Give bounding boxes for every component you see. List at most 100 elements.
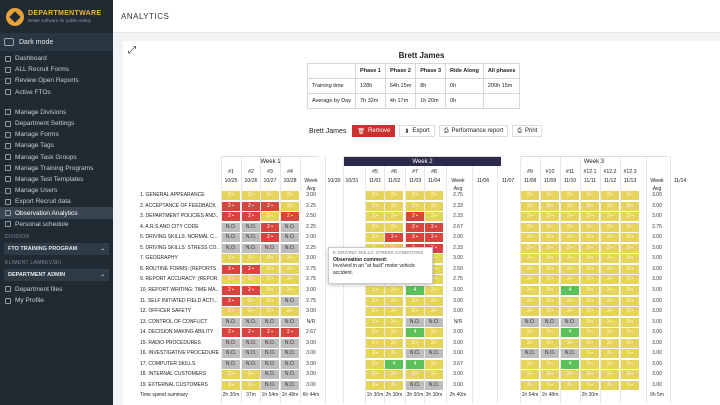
observation-cell[interactable]: N.O.	[281, 296, 299, 306]
observation-cell[interactable]: 3 ▪	[385, 317, 403, 327]
observation-cell[interactable]: 3 ▪	[281, 285, 299, 295]
observation-cell[interactable]: 4	[561, 328, 579, 338]
observation-cell[interactable]: 3 ▪	[521, 307, 539, 317]
observation-cell[interactable]: 3 ▪	[621, 201, 639, 211]
observation-cell[interactable]: 3 ▪	[561, 307, 579, 317]
observation-cell[interactable]: 3 ▪	[385, 370, 403, 380]
observation-cell[interactable]: 3 ▪	[581, 233, 599, 243]
sidebar-item-review-open-reports[interactable]: Review Open Reports	[0, 75, 113, 86]
observation-cell[interactable]: 3 ▪	[601, 275, 619, 285]
observation-cell[interactable]: 3 ▪	[521, 264, 539, 274]
observation-cell[interactable]: 3 ▪	[425, 296, 443, 306]
observation-cell[interactable]: 3 ▪	[581, 285, 599, 295]
observation-cell[interactable]: 3 ▪	[425, 201, 443, 211]
observation-cell[interactable]: 4	[406, 328, 424, 338]
sidebar-item-manage-task-groups[interactable]: Manage Task Groups	[0, 152, 113, 163]
division-select[interactable]: FTO TRAINING PROGRAM ⌄	[4, 242, 109, 255]
observation-cell[interactable]: 3 ▪	[366, 307, 384, 317]
observation-cell[interactable]: 3 ▪	[425, 359, 443, 369]
observation-cell[interactable]: 3 ▪	[581, 264, 599, 274]
observation-cell[interactable]: 3 ▪	[601, 201, 619, 211]
observation-cell[interactable]: 3 ▪	[601, 370, 619, 380]
observation-cell[interactable]: 3 ▪	[521, 296, 539, 306]
observation-cell[interactable]: 3 ▪	[261, 285, 279, 295]
observation-cell[interactable]: 3 ▪	[366, 285, 384, 295]
observation-cell[interactable]: 3 ▪	[366, 370, 384, 380]
observation-cell[interactable]: 3 ▪	[521, 212, 539, 222]
observation-cell[interactable]: 3 ▪	[222, 380, 240, 390]
observation-cell[interactable]: 3 ▪	[581, 328, 599, 338]
observation-cell[interactable]: 3 ▪	[425, 328, 443, 338]
observation-cell[interactable]: 4	[561, 359, 579, 369]
observation-cell[interactable]: 3 ▪	[385, 201, 403, 211]
observation-cell[interactable]: N.O.	[261, 349, 279, 359]
observation-cell[interactable]: 3 ▪	[242, 370, 260, 380]
observation-cell[interactable]: 2 ▪	[242, 212, 260, 222]
observation-cell[interactable]: 3 ▪	[541, 201, 559, 211]
observation-cell[interactable]: 3 ▪	[385, 222, 403, 232]
observation-cell[interactable]: 3 ▪	[261, 296, 279, 306]
expand-icon[interactable]: ⤢	[128, 45, 136, 56]
observation-cell[interactable]: 3 ▪	[385, 380, 403, 390]
observation-cell[interactable]: 3 ▪	[521, 328, 539, 338]
export-button[interactable]: ⬇ Export	[399, 125, 435, 137]
observation-cell[interactable]: 3 ▪	[601, 296, 619, 306]
observation-cell[interactable]: N.O.	[281, 370, 299, 380]
sidebar-item-all-recruit-forms[interactable]: ALL Recruit Forms	[0, 64, 113, 75]
sidebar-item-observation-analytics[interactable]: Observation Analytics	[0, 207, 113, 219]
observation-cell[interactable]: 3 ▪	[601, 264, 619, 274]
observation-cell[interactable]: 3 ▪	[425, 191, 443, 200]
observation-cell[interactable]: N.O.	[521, 317, 539, 327]
observation-cell[interactable]: N.O.	[261, 338, 279, 348]
observation-cell[interactable]: 3 ▪	[561, 370, 579, 380]
observation-cell[interactable]: N.O.	[406, 380, 424, 390]
observation-cell[interactable]: 3 ▪	[621, 338, 639, 348]
observation-cell[interactable]: 3 ▪	[425, 275, 443, 285]
observation-cell[interactable]: 3 ▪	[406, 338, 424, 348]
week-header[interactable]: Week 2	[344, 156, 501, 166]
observation-cell[interactable]: 3 ▪	[521, 233, 539, 243]
observation-cell[interactable]: 3 ▪	[541, 264, 559, 274]
observation-cell[interactable]: 3 ▪	[366, 212, 384, 222]
sidebar-item-manage-users[interactable]: Manage Users	[0, 185, 113, 196]
observation-cell[interactable]: N.O.	[261, 370, 279, 380]
observation-cell[interactable]: 3 ▪	[621, 243, 639, 253]
observation-cell[interactable]: 2 ▪	[261, 201, 279, 211]
observation-cell[interactable]: 3 ▪	[521, 201, 539, 211]
observation-cell[interactable]: 3 ▪	[621, 264, 639, 274]
observation-cell[interactable]: N.O.	[242, 233, 260, 243]
observation-cell[interactable]: 3 ▪	[406, 296, 424, 306]
observation-cell[interactable]: N.O.	[425, 349, 443, 359]
observation-cell[interactable]: 3 ▪	[601, 191, 619, 200]
observation-cell[interactable]: 3 ▪	[621, 349, 639, 359]
observation-cell[interactable]: N.O.	[222, 338, 240, 348]
observation-cell[interactable]: 2 ▪	[281, 328, 299, 338]
observation-cell[interactable]: 3 ▪	[366, 380, 384, 390]
observation-cell[interactable]: 3 ▪	[541, 243, 559, 253]
role-select[interactable]: DEPARTMENT ADMIN ⌄	[4, 268, 109, 281]
observation-cell[interactable]: 3 ▪	[581, 307, 599, 317]
observation-cell[interactable]: 3 ▪	[366, 201, 384, 211]
observation-cell[interactable]: 3 ▪	[621, 285, 639, 295]
observation-cell[interactable]: 3 ▪	[601, 380, 619, 390]
observation-cell[interactable]: 3 ▪	[425, 338, 443, 348]
observation-cell[interactable]: 3 ▪	[581, 191, 599, 200]
observation-cell[interactable]: 3 ▪	[581, 222, 599, 232]
observation-cell[interactable]: 3 ▪	[222, 191, 240, 200]
observation-cell[interactable]: 2 ▪	[242, 201, 260, 211]
observation-cell[interactable]: 3 ▪	[601, 243, 619, 253]
observation-cell[interactable]: N.O.	[242, 349, 260, 359]
observation-cell[interactable]: 3 ▪	[521, 243, 539, 253]
observation-cell[interactable]: 3 ▪	[385, 191, 403, 200]
observation-cell[interactable]: 3 ▪	[581, 201, 599, 211]
observation-cell[interactable]: N.O.	[242, 243, 260, 253]
observation-cell[interactable]: 2 ▪	[425, 243, 443, 253]
observation-cell[interactable]: 3 ▪	[385, 285, 403, 295]
observation-cell[interactable]: 3 ▪	[541, 285, 559, 295]
observation-cell[interactable]: 4	[406, 359, 424, 369]
week-header[interactable]: Week 3	[521, 156, 667, 166]
observation-cell[interactable]: 2 ▪	[261, 222, 279, 232]
observation-cell[interactable]: 3 ▪	[621, 328, 639, 338]
performance-report-button[interactable]: ⎙ Performance report	[438, 125, 509, 137]
observation-cell[interactable]: 3 ▪	[242, 275, 260, 285]
